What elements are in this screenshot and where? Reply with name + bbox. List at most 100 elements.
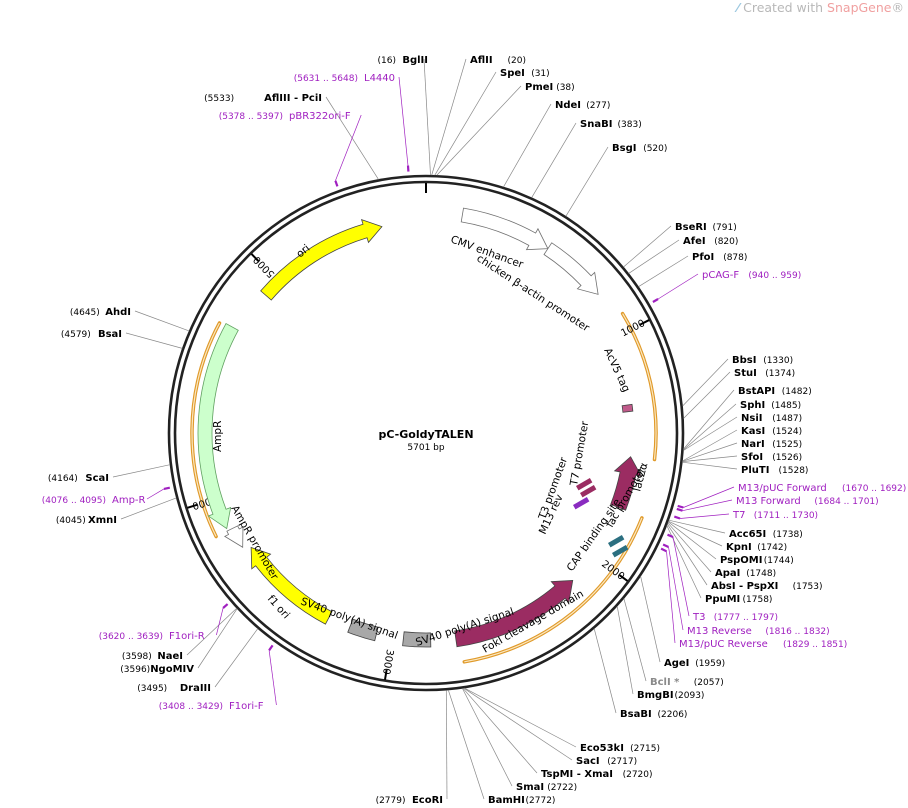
primer-leader-line — [335, 114, 362, 181]
site-name: NsiI — [741, 413, 762, 424]
restriction-site[interactable]: BglII (16) — [378, 55, 428, 66]
restriction-site[interactable]: KpnI (1742) — [726, 542, 787, 553]
restriction-site[interactable]: BmgBI (2093) — [637, 690, 704, 701]
restriction-site[interactable]: NgoMIV(3596) — [120, 664, 194, 675]
restriction-site[interactable]: AfeI (820) — [683, 236, 738, 247]
restriction-site[interactable]: AflII (20) — [470, 55, 526, 66]
restriction-site[interactable]: SphI (1485) — [740, 400, 801, 411]
feature-f1-ori[interactable] — [250, 546, 333, 625]
scale-tick — [618, 574, 629, 582]
site-position: (2720) — [623, 770, 653, 780]
restriction-site[interactable]: PluTI (1528) — [741, 465, 808, 476]
restriction-site[interactable]: SacI (2717) — [576, 756, 637, 767]
site-leader-line — [464, 687, 577, 748]
restriction-site[interactable]: BsgI (520) — [612, 143, 667, 154]
restriction-site[interactable]: AflIII - PciI (5533) — [204, 93, 322, 104]
site-name: PfoI — [692, 252, 714, 263]
primer-leader-line — [657, 273, 699, 300]
restriction-site[interactable]: BamHI (2772) — [488, 795, 555, 806]
site-position: (1482) — [782, 387, 812, 397]
primer-range: (1816 .. 1832) — [765, 627, 829, 637]
feature-acv5-tag[interactable] — [621, 403, 634, 413]
primer-marker — [652, 298, 659, 303]
primer-binding-site[interactable]: (4076 .. 4095) Amp-R — [42, 495, 146, 506]
primer-binding-site[interactable]: T3 (1777 .. 1797) — [692, 612, 778, 623]
restriction-site[interactable]: DraIII (3495) — [137, 683, 211, 694]
feature-sv40-poly-a-signal[interactable] — [402, 631, 432, 648]
restriction-site[interactable]: PspOMI (1744) — [720, 555, 794, 566]
restriction-site[interactable]: NdeI (277) — [555, 100, 610, 111]
restriction-site[interactable]: PmeI (38) — [525, 82, 575, 93]
primer-binding-site[interactable]: T7 (1711 .. 1730) — [732, 510, 818, 521]
site-leader-line — [463, 687, 573, 761]
restriction-site[interactable]: BsaI (4579) — [61, 329, 122, 340]
primer-name: L4440 — [364, 73, 395, 84]
restriction-site[interactable]: AbsI - PspXI (1753) — [711, 581, 823, 592]
primer-name: F1ori-F — [229, 701, 264, 712]
restriction-site[interactable]: BbsI (1330) — [732, 355, 793, 366]
primer-binding-site[interactable]: M13 Forward (1684 .. 1701) — [736, 496, 879, 507]
restriction-site[interactable]: BsaBI (2206) — [620, 709, 687, 720]
feature-ori[interactable] — [260, 218, 383, 301]
feature-sv40-poly-a-signal[interactable] — [347, 618, 379, 642]
site-position: (16) — [378, 56, 396, 66]
restriction-site[interactable]: BstAPI (1482) — [738, 386, 812, 397]
restriction-site[interactable]: NsiI (1487) — [741, 413, 802, 424]
site-position: (1485) — [771, 401, 801, 411]
feature-foki-cleavage-domain[interactable] — [454, 579, 574, 648]
site-name: AbsI - PspXI — [711, 581, 778, 592]
restriction-site[interactable]: SpeI (31) — [500, 68, 550, 79]
primer-binding-site[interactable]: M13/pUC Reverse (1829 .. 1851) — [679, 639, 847, 650]
primer-binding-site[interactable]: (5378 .. 5397) pBR322ori-F — [219, 111, 351, 122]
restriction-site[interactable]: ApaI (1748) — [715, 568, 776, 579]
restriction-site[interactable]: BseRI (791) — [675, 222, 737, 233]
restriction-site[interactable]: SmaI (2722) — [516, 782, 577, 793]
restriction-site[interactable]: SnaBI (383) — [580, 119, 642, 130]
restriction-site[interactable]: StuI (1374) — [734, 368, 795, 379]
restriction-site[interactable]: NarI (1525) — [741, 439, 802, 450]
site-leader-line — [447, 689, 485, 800]
feature-lacz[interactable] — [610, 456, 643, 511]
site-position: (5533) — [204, 94, 234, 104]
primer-binding-site[interactable]: (3408 .. 3429) F1ori-F — [159, 701, 264, 712]
primer-marker — [667, 533, 674, 539]
site-leader-line — [134, 310, 190, 332]
site-position: (1487) — [772, 414, 802, 424]
feature-chicken-actin-promoter[interactable] — [543, 242, 599, 295]
restriction-site[interactable]: XmnI(4045) — [56, 515, 117, 526]
site-position: (2772) — [526, 796, 556, 806]
restriction-site[interactable]: PfoI (878) — [692, 252, 747, 263]
restriction-site[interactable]: PpuMI (1758) — [705, 594, 772, 605]
restriction-site[interactable]: EcoRI (2779) — [376, 795, 443, 806]
restriction-site[interactable]: Eco53kI (2715) — [580, 743, 660, 754]
restriction-site[interactable]: NaeI (3598) — [122, 651, 183, 662]
restriction-site[interactable]: AgeI (1959) — [664, 658, 725, 669]
site-position: (3495) — [137, 684, 167, 694]
restriction-site[interactable]: KasI (1524) — [741, 426, 802, 437]
primer-binding-site[interactable]: M13/pUC Forward (1670 .. 1692) — [738, 483, 906, 494]
restriction-site[interactable]: ScaI (4164) — [48, 473, 109, 484]
restriction-site[interactable]: Acc65I (1738) — [729, 529, 803, 540]
site-leader-line — [638, 255, 689, 287]
site-name: AfeI — [683, 236, 706, 247]
primer-range: (4076 .. 4095) — [42, 496, 106, 506]
site-position: (2715) — [630, 744, 660, 754]
backbone-inner-ring — [173, 180, 679, 686]
primer-binding-site[interactable]: (3620 .. 3639) F1ori-R — [99, 631, 205, 642]
primer-binding-site[interactable]: (5631 .. 5648) L4440 — [294, 73, 395, 84]
restriction-site[interactable]: BclI * (2057) — [650, 677, 724, 688]
feature-label: AcV5 tag — [601, 346, 632, 394]
orf-arc-highlight — [464, 517, 643, 663]
restriction-site[interactable]: TspMI - XmaI (2720) — [541, 769, 653, 780]
snapgene-logo-icon: ⁄ — [737, 0, 740, 15]
site-leader-line — [434, 71, 497, 176]
orf-arcs — [190, 311, 658, 664]
feature-ampr-promoter[interactable] — [223, 525, 244, 548]
site-position: (1753) — [793, 582, 823, 592]
restriction-site[interactable]: AhdI (4645) — [70, 307, 131, 318]
restriction-site[interactable]: SfoI (1526) — [741, 452, 802, 463]
feature-ampr[interactable] — [197, 323, 239, 530]
site-position: (791) — [713, 223, 737, 233]
primer-binding-site[interactable]: M13 Reverse (1816 .. 1832) — [687, 626, 830, 637]
primer-binding-site[interactable]: pCAG-F (940 .. 959) — [702, 270, 801, 281]
